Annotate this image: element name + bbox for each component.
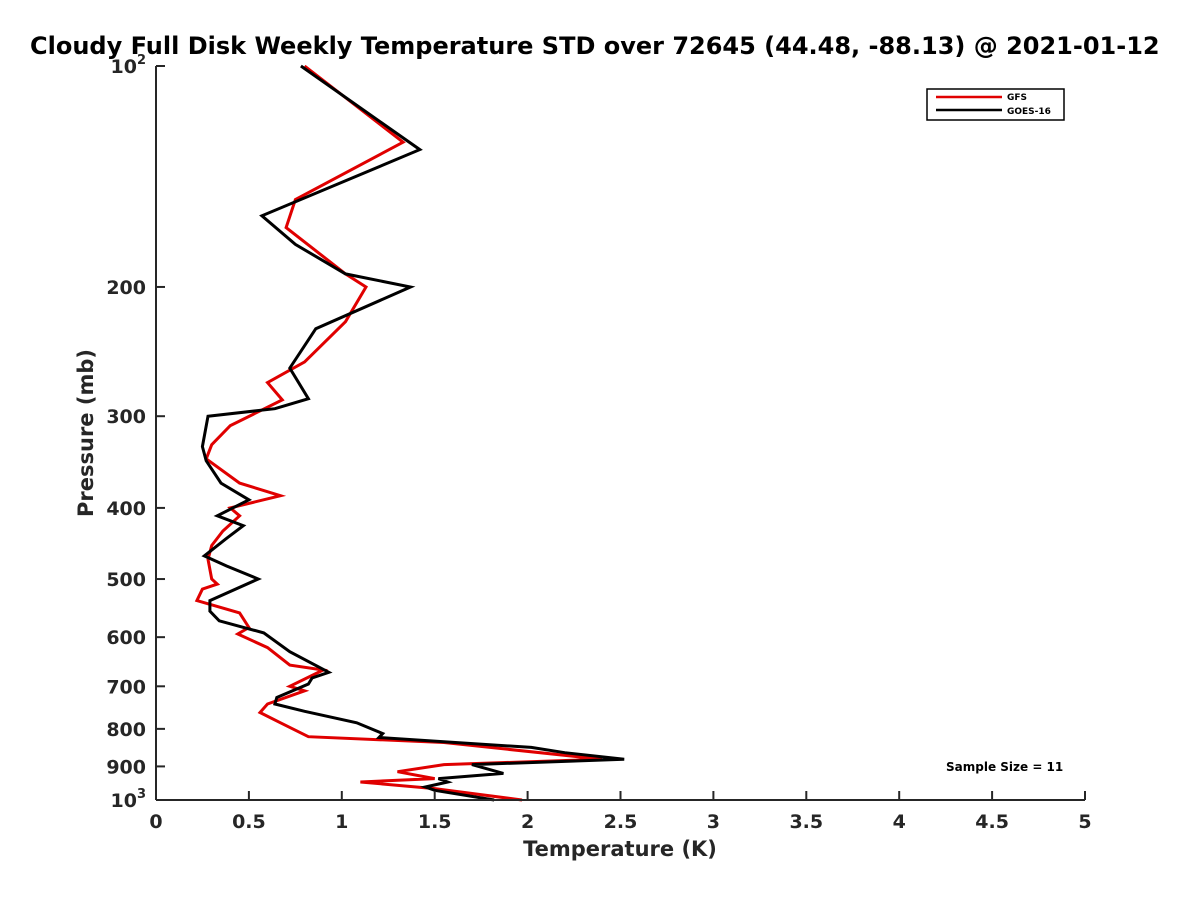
series-layer [194, 64, 625, 802]
legend-box [926, 88, 1065, 121]
x-tick-label: 3.5 [789, 811, 823, 833]
y-tick-label: 103 [111, 787, 147, 812]
legend-label-goes-16: GOES-16 [1007, 107, 1051, 117]
y-tick-label-exponent: 3 [137, 787, 146, 802]
y-tick-label-exponent: 2 [137, 53, 146, 68]
legend: GFS GOES-16 [926, 88, 1065, 121]
series-line-gfs [194, 64, 603, 802]
y-tick-label: 102 [111, 53, 147, 78]
x-axis-label: Temperature (K) [523, 837, 717, 861]
y-tick-label-base: 10 [111, 790, 137, 812]
x-tick-label: 2.5 [604, 811, 638, 833]
series-line-goes-16 [200, 64, 625, 802]
y-tick-label: 300 [106, 406, 146, 428]
y-tick-label: 800 [106, 719, 146, 741]
y-tick-label: 900 [106, 756, 146, 778]
x-tick-label: 1 [335, 811, 348, 833]
x-tick-label: 4 [893, 811, 906, 833]
y-tick-label: 400 [106, 498, 146, 520]
y-tick-label: 500 [106, 569, 146, 591]
sample-size-annotation: Sample Size = 11 [946, 760, 1063, 774]
x-tick-layer: 0 0.5 1 1.5 2 2.5 3 3.5 4 4.5 5 [149, 791, 1092, 833]
y-axis-label: Pressure (mb) [74, 349, 98, 517]
legend-label-gfs: GFS [1007, 93, 1027, 103]
x-tick-label: 4.5 [975, 811, 1009, 833]
y-tick-label: 600 [106, 627, 146, 649]
x-tick-label: 0.5 [232, 811, 266, 833]
y-tick-label: 200 [106, 277, 146, 299]
x-tick-label: 0 [149, 811, 162, 833]
x-tick-label: 3 [707, 811, 720, 833]
y-tick-label-base: 10 [111, 56, 137, 78]
x-tick-label: 2 [521, 811, 534, 833]
x-tick-label: 5 [1078, 811, 1091, 833]
x-tick-label: 1.5 [418, 811, 452, 833]
y-tick-label: 700 [106, 676, 146, 698]
chart-title: Cloudy Full Disk Weekly Temperature STD … [30, 32, 1160, 60]
